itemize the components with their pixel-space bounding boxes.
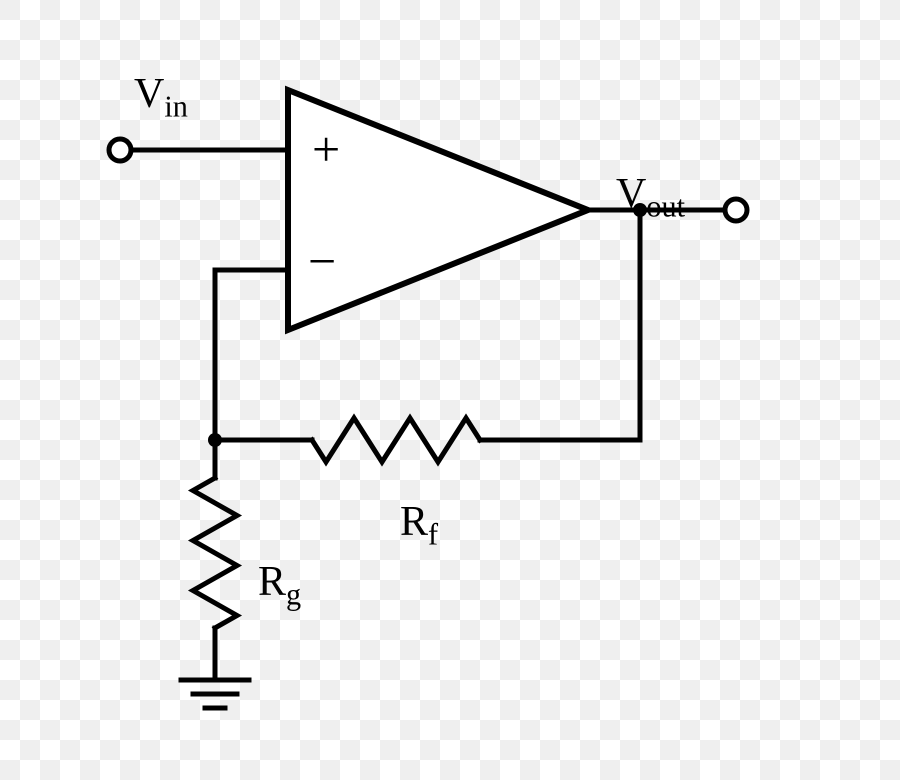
lbl-vin-main: V — [134, 71, 164, 117]
lbl-rg-sub: g — [286, 577, 301, 611]
lbl-vin-sub: in — [164, 89, 188, 123]
resistor-rg — [193, 478, 237, 628]
ground-symbol — [181, 680, 249, 708]
label-rg: Rg — [258, 558, 301, 612]
node-feedback — [208, 433, 222, 447]
lbl-vout-sub: out — [646, 189, 685, 223]
opamp-plus-label: + — [312, 121, 340, 177]
lbl-rg-main: R — [258, 559, 286, 605]
label-vout: Vout — [616, 170, 685, 224]
terminal-vin — [109, 139, 131, 161]
lbl-rf-main: R — [400, 499, 428, 545]
label-vin: Vin — [134, 70, 188, 124]
opamp-minus-label: − — [308, 233, 336, 289]
terminal-vout — [725, 199, 747, 221]
lbl-vout-main: V — [616, 171, 646, 217]
label-rf: Rf — [400, 498, 438, 552]
resistor-rf — [312, 418, 480, 462]
lbl-rf-sub: f — [428, 517, 438, 551]
